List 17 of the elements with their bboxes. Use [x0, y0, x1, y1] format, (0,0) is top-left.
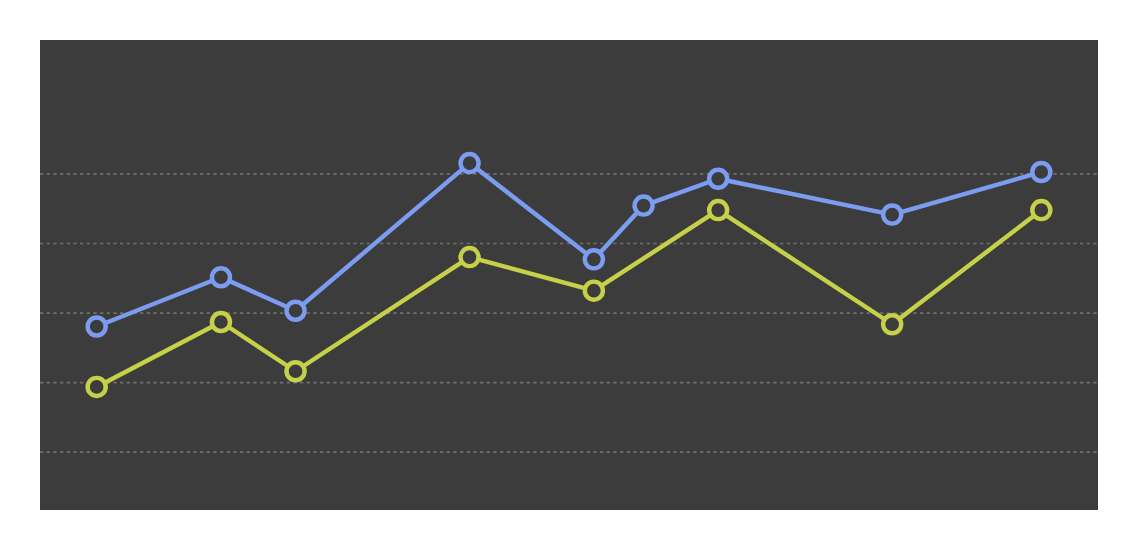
- point: [706, 167, 730, 191]
- point: [582, 279, 606, 302]
- point: [880, 203, 904, 226]
- point: [85, 375, 108, 399]
- point: [880, 312, 904, 336]
- point: [458, 151, 481, 175]
- point: [582, 248, 606, 271]
- point: [85, 315, 108, 338]
- point: [284, 299, 307, 323]
- point: [458, 245, 481, 269]
- point: [1030, 160, 1053, 184]
- point: [632, 194, 655, 217]
- point: [209, 310, 233, 334]
- point: [209, 265, 233, 289]
- point: [284, 359, 307, 383]
- point: [706, 198, 730, 222]
- point: [1030, 198, 1053, 222]
